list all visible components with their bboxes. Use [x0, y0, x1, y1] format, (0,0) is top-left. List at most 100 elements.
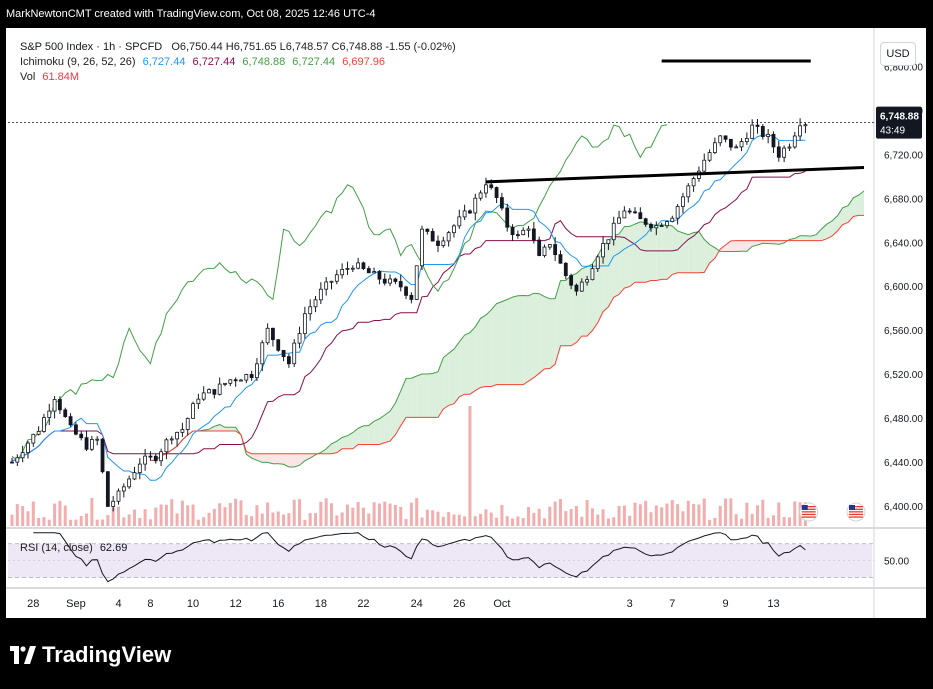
cloud-segment — [384, 411, 391, 443]
candle-body — [292, 342, 297, 365]
candle-body — [606, 239, 611, 244]
rsi-label[interactable]: RSI (14, close) — [20, 542, 93, 554]
time-tick-label: 7 — [669, 598, 675, 610]
volume-bar — [340, 512, 344, 526]
volume-bar — [676, 504, 680, 526]
ichimoku-lines — [11, 124, 865, 481]
candle-body — [505, 207, 510, 228]
volume-bar — [574, 506, 578, 526]
chart-panel[interactable]: 50.00 6,400.00 6,440.00 6,480.00 6,520.00 6,… — [6, 28, 926, 618]
candle-body — [175, 431, 179, 440]
volume-bar — [686, 500, 690, 526]
rsi-tick-label: 50.00 — [884, 557, 909, 568]
candle-body — [691, 178, 696, 187]
cloud-segment — [688, 232, 694, 273]
time-axis: 28 Sep 4 8 10 12 16 18 22 24 26 Oct 3 7 9 13 — [27, 598, 779, 610]
candle-body — [681, 196, 685, 207]
legend-vol-label[interactable]: Vol — [20, 71, 36, 83]
candle-body — [393, 278, 398, 282]
volume-bar — [670, 500, 674, 526]
cloud-segment — [746, 240, 753, 252]
candle-body — [452, 225, 456, 234]
volume-bar — [484, 509, 488, 526]
candle-body — [707, 152, 712, 161]
volume-bar — [15, 504, 19, 526]
leading-span-b — [150, 214, 864, 461]
cloud-segment — [576, 268, 582, 343]
candle-body — [744, 138, 749, 142]
cloud-segment — [640, 221, 646, 283]
cloud-segment — [544, 296, 550, 369]
cloud-segment — [432, 371, 438, 418]
volume-bar — [495, 517, 499, 526]
candle-body — [58, 399, 62, 411]
candle-body — [340, 268, 345, 276]
candle-body — [100, 438, 105, 473]
volume-bar — [633, 502, 637, 526]
time-tick-label: 4 — [115, 598, 121, 610]
candle-body — [159, 451, 164, 462]
volume-bar — [335, 515, 339, 526]
volume-bar — [367, 513, 371, 526]
volume-bar — [143, 509, 147, 526]
volume-bar — [516, 516, 520, 526]
candle-body — [728, 138, 733, 148]
volume-bar — [654, 505, 658, 526]
volume-bar — [250, 516, 254, 526]
volume-bar — [404, 519, 408, 526]
cloud-segment — [603, 241, 609, 312]
volume-bar — [585, 499, 589, 526]
candle-body — [659, 225, 664, 227]
legend-ichimoku-label[interactable]: Ichimoku (9, 26, 52, 26) — [20, 56, 136, 68]
candle-body — [468, 210, 472, 214]
legend-ichimoku-base: 6,727.44 — [192, 56, 236, 68]
volume-bar — [218, 503, 222, 526]
volume-bar — [207, 512, 211, 526]
time-tick-label: 9 — [722, 598, 728, 610]
volume-bar — [138, 517, 142, 526]
volume-bar — [159, 504, 163, 526]
candle-body — [494, 187, 499, 198]
tradingview-logo[interactable]: TradingView — [10, 642, 171, 668]
rsi-pane: 50.00 — [8, 532, 909, 583]
volume-bar — [223, 507, 227, 526]
candle-body — [414, 265, 419, 300]
volume-bar — [564, 511, 568, 526]
candle-body — [244, 374, 249, 381]
candle-body — [47, 410, 52, 418]
flag-stripe — [801, 516, 816, 518]
candle-body — [563, 262, 568, 276]
candles — [10, 118, 808, 512]
time-tick-label: 10 — [187, 598, 199, 610]
cloud-segment — [219, 424, 225, 432]
candle-body — [537, 239, 542, 256]
cloud-segment — [555, 280, 561, 365]
volume-bar — [85, 513, 89, 526]
volume-bar — [532, 512, 536, 526]
tradingview-logo-icon — [10, 646, 36, 664]
legend-symbol[interactable]: S&P 500 Index · 1h · SPCFD — [20, 41, 163, 53]
cloud-segment — [645, 222, 651, 283]
volume-bar — [148, 519, 152, 526]
candle-body — [63, 409, 68, 417]
cloud-segment — [608, 235, 614, 307]
volume-bar — [463, 516, 467, 526]
candle-body — [803, 124, 808, 127]
cloud-segment — [698, 231, 705, 273]
volume-bar — [244, 514, 248, 526]
volume-bar — [511, 518, 515, 526]
cloud-segment — [757, 240, 763, 245]
volume-bar — [101, 519, 105, 526]
volume-bar — [750, 513, 754, 526]
candle-body — [265, 327, 270, 344]
rsi-legend: RSI (14, close) 62.69 — [20, 542, 127, 554]
legend-symbol-row: S&P 500 Index · 1h · SPCFD O6,750.44 H6,… — [20, 40, 456, 55]
chart-svg[interactable]: 50.00 6,400.006,440.006,480.006,520.006,… — [6, 28, 926, 618]
currency-button[interactable]: USD — [880, 42, 916, 66]
candle-body — [420, 228, 424, 267]
price-tick-label: 6,600.00 — [884, 282, 923, 293]
candle-body — [377, 271, 382, 280]
volume-bar — [377, 503, 381, 526]
volume-bar — [457, 514, 461, 526]
volume-bar — [234, 498, 238, 526]
